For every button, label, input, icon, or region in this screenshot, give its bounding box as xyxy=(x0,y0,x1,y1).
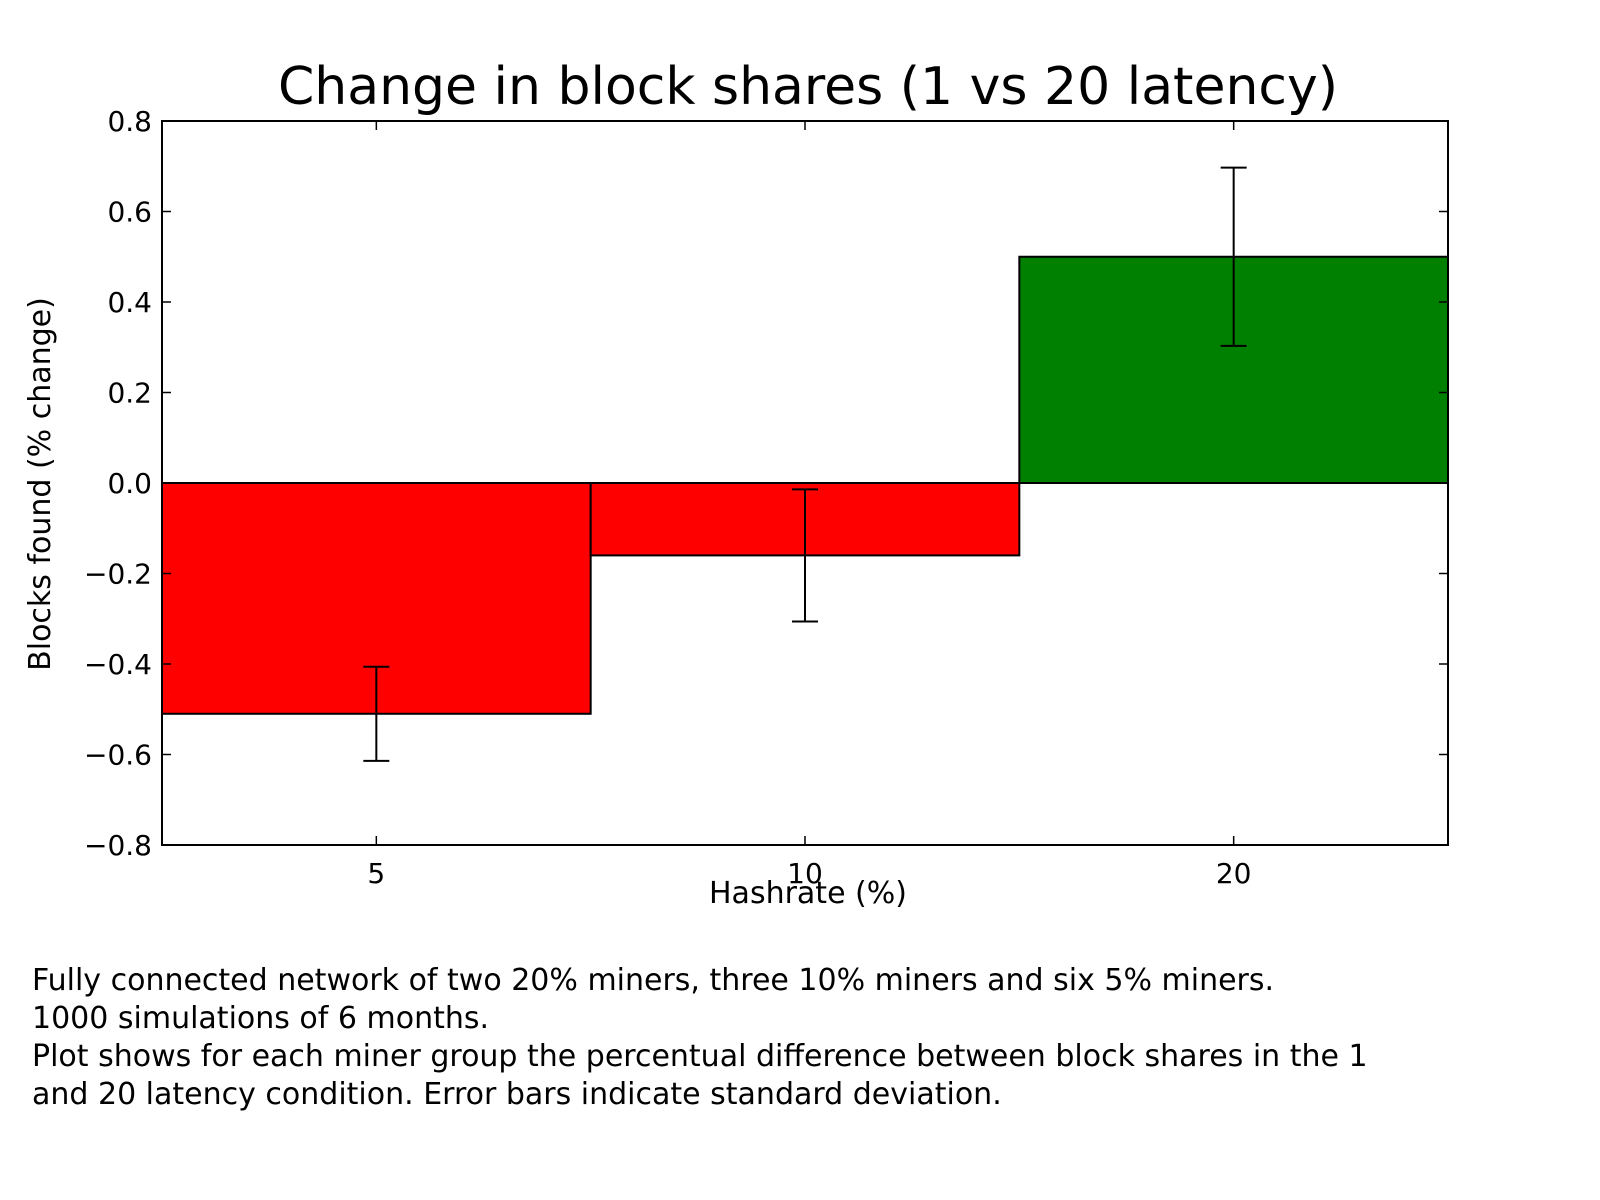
x-tick-label: 5 xyxy=(367,857,385,890)
x-tick-label: 20 xyxy=(1216,857,1252,890)
y-tick-label: 0.2 xyxy=(107,377,152,410)
x-tick-label: 10 xyxy=(787,857,823,890)
y-tick-label: 0.6 xyxy=(107,196,152,229)
y-tick-label: −0.6 xyxy=(84,739,152,772)
caption-line: and 20 latency condition. Error bars ind… xyxy=(32,1077,1002,1112)
y-tick-label: 0.0 xyxy=(107,467,152,500)
y-tick-label: −0.8 xyxy=(84,829,152,862)
x-axis-label: Hashrate (%) xyxy=(709,876,907,911)
y-tick-label: 0.8 xyxy=(107,105,152,138)
caption-line: Fully connected network of two 20% miner… xyxy=(32,963,1275,998)
figure-caption: Fully connected network of two 20% miner… xyxy=(32,962,1572,1114)
y-tick-label: 0.4 xyxy=(107,286,152,319)
caption-line: Plot shows for each miner group the perc… xyxy=(32,1039,1368,1074)
y-tick-label: −0.2 xyxy=(84,558,152,591)
caption-line: 1000 simulations of 6 months. xyxy=(32,1001,490,1036)
y-axis-label: Blocks found (% change) xyxy=(23,297,58,671)
y-tick-label: −0.4 xyxy=(84,648,152,681)
chart-title: Change in block shares (1 vs 20 latency) xyxy=(278,57,1338,117)
